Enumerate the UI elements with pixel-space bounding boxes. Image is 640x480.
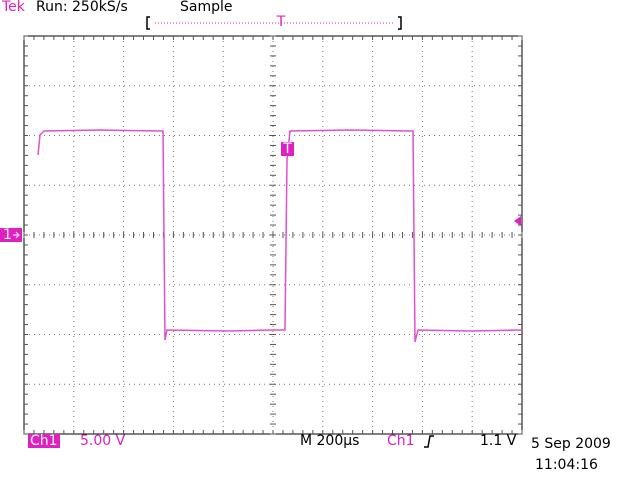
trigger-marker: T — [282, 141, 292, 157]
channel-marker-box — [0, 228, 22, 242]
timebase: M 200µs — [300, 433, 359, 449]
channel-box — [28, 434, 60, 448]
time: 11:04:16 — [535, 457, 598, 473]
run-status: Run: 250kS/s — [36, 0, 128, 15]
trigger-position: T — [276, 14, 286, 30]
trigger-position-bar: T — [146, 14, 402, 30]
channel-marker: 1 — [3, 227, 12, 243]
graticule — [23, 35, 523, 435]
trigger-level-arrow — [514, 216, 521, 226]
trigger-marker-box — [281, 142, 294, 156]
waveform — [37, 129, 523, 343]
date: 5 Sep 2009 — [531, 436, 611, 452]
channel: Ch1 — [30, 433, 58, 449]
channel-arrow — [13, 231, 20, 239]
trigger-source: Ch1 — [387, 433, 415, 449]
brand: Tek — [1, 0, 26, 15]
volts-per-div: 5.00 V — [80, 433, 126, 449]
acquisition-mode: Sample — [180, 0, 233, 15]
trigger-level: 1.1 V — [480, 433, 517, 449]
trigger-slope — [424, 435, 434, 448]
record-brackets — [146, 16, 402, 30]
